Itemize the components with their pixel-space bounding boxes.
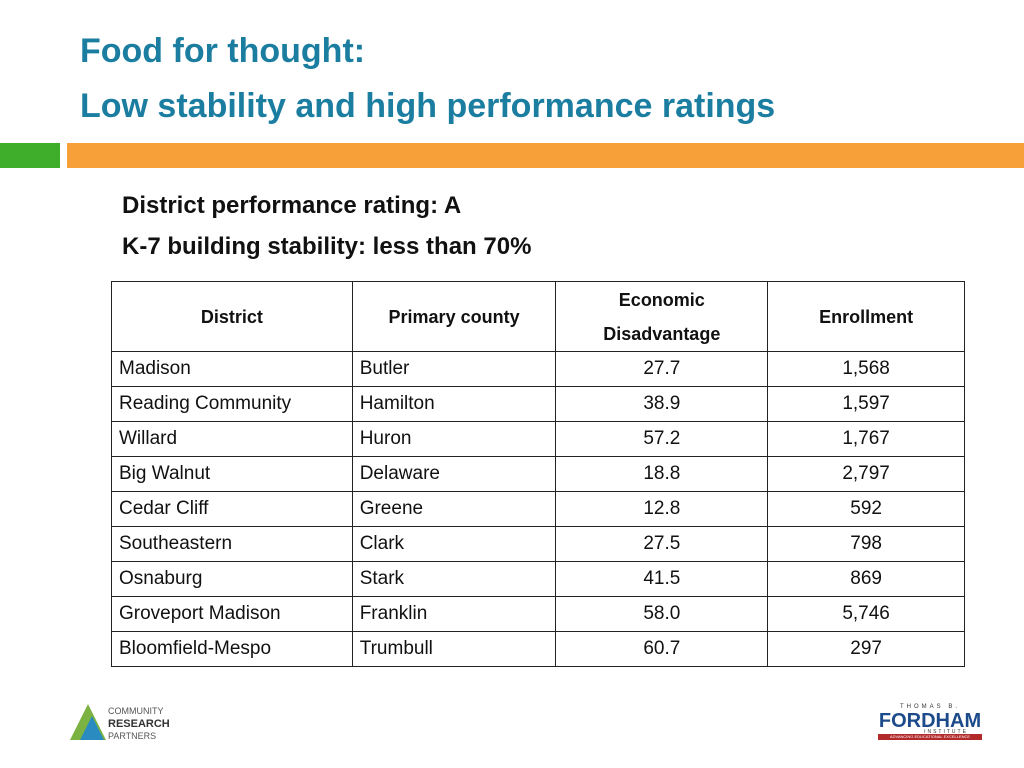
logo-text: ADVANCING EDUCATIONAL EXCELLENCE [890, 734, 970, 739]
table-cell: 38.9 [555, 386, 769, 422]
district-table: District Primary county Economic Disadva… [111, 281, 965, 667]
table-cell: Osnaburg [111, 561, 353, 597]
orange-bar [67, 143, 1024, 168]
table-cell: Madison [111, 351, 353, 387]
table-cell: 12.8 [555, 491, 769, 527]
table-cell: Franklin [351, 596, 557, 632]
column-header: District [111, 281, 353, 352]
table-cell: Butler [351, 351, 557, 387]
table-cell: 18.8 [555, 456, 769, 492]
title-line: Food for thought: [80, 32, 366, 70]
fordham-logo: THOMAS B. FORDHAM INSTITUTE ADVANCING ED… [878, 704, 982, 740]
table-cell: Groveport Madison [111, 596, 353, 632]
table-cell: 1,597 [767, 386, 965, 422]
header-row: District Primary county Economic Disadva… [111, 281, 965, 352]
table-cell: Trumbull [351, 631, 557, 667]
table-cell: 41.5 [555, 561, 769, 597]
column-header: Enrollment [767, 281, 965, 352]
table-cell: Huron [351, 421, 557, 457]
table-row: Groveport Madison Franklin 58.0 5,746 [111, 596, 965, 632]
table-cell: Bloomfield-Mespo [111, 631, 353, 667]
logo-text: COMMUNITY [108, 706, 164, 716]
subtitle-line: District performance rating: A [122, 192, 462, 219]
table-row: Bloomfield-Mespo Trumbull 60.7 297 [111, 631, 965, 667]
table-row: Osnaburg Stark 41.5 869 [111, 561, 965, 597]
table-cell: Greene [351, 491, 557, 527]
logo-triangle [80, 716, 104, 740]
table-cell: Clark [351, 526, 557, 562]
subtitle-line: K-7 building stability: less than 70% [122, 233, 532, 260]
green-bar [0, 143, 60, 168]
column-header: Economic Disadvantage [555, 281, 769, 352]
logo-text: PARTNERS [108, 731, 156, 741]
table-cell: Southeastern [111, 526, 353, 562]
title-line: Low stability and high performance ratin… [80, 87, 776, 125]
table-cell: Big Walnut [111, 456, 353, 492]
table-cell: Reading Community [111, 386, 353, 422]
table-cell: Cedar Cliff [111, 491, 353, 527]
table-cell: Stark [351, 561, 557, 597]
table-cell: 2,797 [767, 456, 965, 492]
table-cell: Hamilton [351, 386, 557, 422]
table-row: Southeastern Clark 27.5 798 [111, 526, 965, 562]
table-cell: 592 [767, 491, 965, 527]
table-cell: 869 [767, 561, 965, 597]
logo-text: RESEARCH [108, 718, 170, 730]
table-cell: Delaware [351, 456, 557, 492]
logo-text: INSTITUTE [924, 729, 968, 735]
table-cell: 27.7 [555, 351, 769, 387]
table-row: Cedar Cliff Greene 12.8 592 [111, 491, 965, 527]
table-cell: 5,746 [767, 596, 965, 632]
table-cell: 60.7 [555, 631, 769, 667]
table-cell: 297 [767, 631, 965, 667]
column-header-text: Economic Disadvantage [603, 289, 721, 344]
logo-text: FORDHAM [879, 710, 981, 732]
table-row: Willard Huron 57.2 1,767 [111, 421, 965, 457]
table-cell: 1,767 [767, 421, 965, 457]
table-row: Big Walnut Delaware 18.8 2,797 [111, 456, 965, 492]
column-header: Primary county [351, 281, 557, 352]
table-cell: 27.5 [555, 526, 769, 562]
table-row: Madison Butler 27.7 1,568 [111, 351, 965, 387]
table-cell: Willard [111, 421, 353, 457]
logo-text: THOMAS B. [900, 704, 960, 710]
table-row: Reading Community Hamilton 38.9 1,597 [111, 386, 965, 422]
table-cell: 798 [767, 526, 965, 562]
table-cell: 58.0 [555, 596, 769, 632]
crp-logo: COMMUNITY RESEARCH PARTNERS [70, 704, 170, 741]
logo-band [878, 734, 982, 740]
table-cell: 1,568 [767, 351, 965, 387]
table-cell: 57.2 [555, 421, 769, 457]
